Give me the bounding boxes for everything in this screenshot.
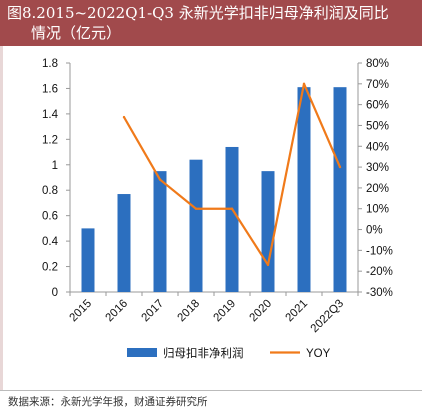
x-tick-label: 2022Q3	[309, 298, 346, 335]
yoy-point-2021	[302, 82, 306, 86]
right-tick-label: 70%	[366, 79, 389, 91]
yoy-point-2020	[266, 263, 270, 267]
yoy-point-2019	[230, 207, 234, 210]
left-tick-label: 1.6	[42, 83, 58, 95]
right-tick-label: 40%	[366, 141, 389, 153]
x-tick-label: 2016	[104, 298, 131, 325]
right-tick-label: -20%	[366, 266, 393, 278]
left-tick-label: 0.4	[42, 236, 59, 248]
legend-line-label: YOY	[306, 348, 331, 360]
right-tick-label: 20%	[366, 183, 389, 195]
legend-bar-label: 归母扣非净利润	[163, 346, 244, 360]
bar-2018	[189, 159, 203, 292]
x-tick-label: 2018	[176, 298, 203, 325]
bar-2015	[81, 228, 95, 292]
figure-title-line2: 情况（亿元）	[31, 24, 122, 42]
right-tick-label: 60%	[366, 100, 389, 112]
combo-chart: 0 0.2 0.4 0.6 0.8 1 1.2 1.4 1.6 1.8 -30% -20% -10% 0%…	[42, 58, 393, 360]
title-banner	[0, 0, 422, 46]
footer-rule	[0, 390, 422, 391]
left-tick-label: 0.2	[42, 262, 58, 274]
yoy-point-2018	[194, 207, 198, 210]
x-tick-label: 2019	[212, 298, 239, 325]
right-tick-label: 10%	[366, 204, 389, 216]
x-tick-label: 2017	[140, 298, 167, 325]
x-tick-label: 2021	[284, 298, 311, 325]
left-tick-label: 0	[52, 287, 58, 299]
right-tick-label: -30%	[366, 287, 393, 299]
left-tick-label: 1.2	[42, 134, 58, 146]
x-tick-label: 2015	[68, 298, 95, 325]
bar-2019	[225, 146, 239, 292]
bar-2020	[261, 171, 275, 292]
left-tick-label: 1	[52, 160, 58, 172]
left-tick-label: 0.8	[42, 185, 58, 197]
yoy-point-2016	[122, 115, 126, 119]
right-tick-label: 0%	[366, 225, 383, 237]
right-tick-label: 80%	[366, 58, 389, 70]
left-tick-label: 0.6	[42, 211, 58, 223]
left-tick-label: 1.8	[42, 58, 58, 70]
x-tick-label: 2020	[248, 298, 275, 325]
right-tick-label: 30%	[366, 162, 389, 174]
left-accent-bar	[0, 46, 3, 390]
left-tick-label: 1.4	[42, 109, 59, 121]
right-tick-label: 50%	[366, 120, 389, 132]
bar-2022Q3	[333, 87, 347, 292]
source-note: 数据来源：永新光学年报，财通证券研究所	[8, 396, 208, 408]
legend-bar-swatch	[127, 348, 157, 357]
bar-2021	[297, 87, 311, 292]
right-tick-label: -10%	[366, 245, 393, 257]
yoy-point-2022Q3	[338, 165, 342, 169]
figure-title: 图8.2015~2022Q1-Q3 永新光学扣非归母净利润及同比 情况（亿元）	[7, 3, 415, 43]
yoy-point-2017	[158, 178, 162, 181]
bar-2017	[153, 171, 167, 292]
bar-2016	[117, 194, 131, 292]
figure-title-line1: 图8.2015~2022Q1-Q3 永新光学扣非归母净利润及同比	[7, 4, 389, 22]
